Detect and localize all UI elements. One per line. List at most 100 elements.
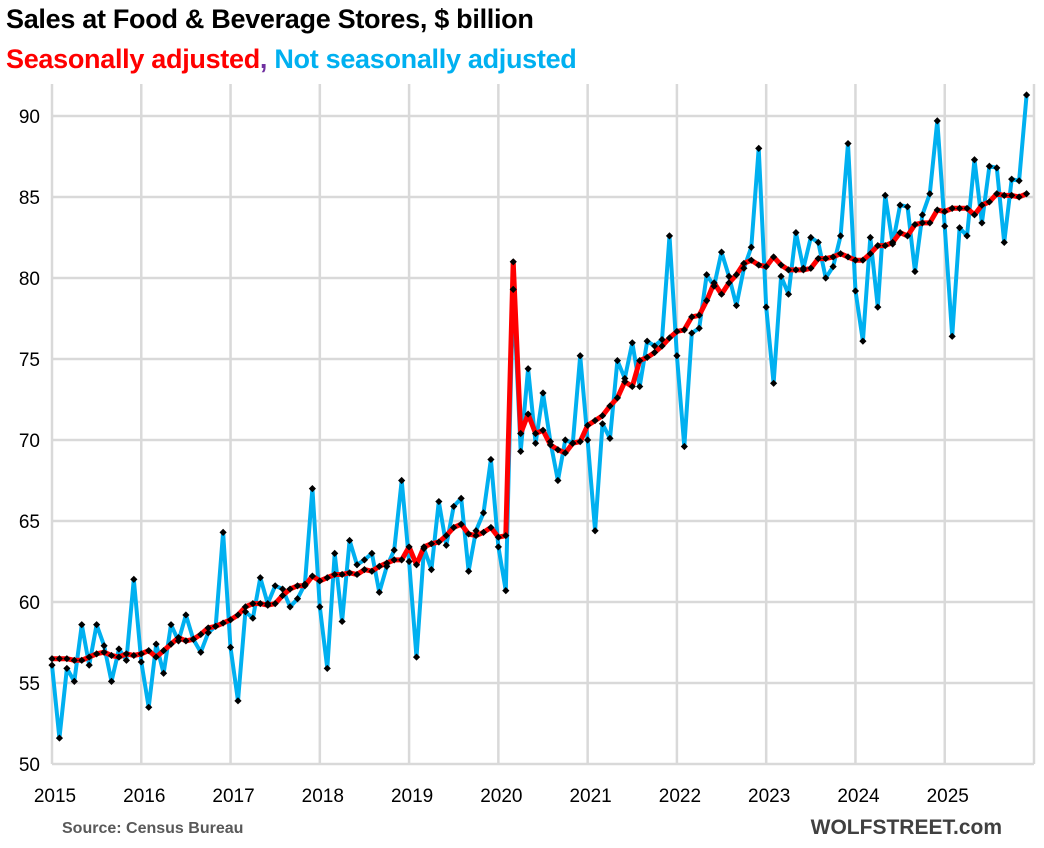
data-point-nsa — [695, 324, 703, 332]
data-point-sa — [710, 279, 718, 287]
data-point-sa — [256, 600, 264, 608]
data-point-sa — [643, 353, 651, 361]
data-point-sa — [836, 250, 845, 258]
legend-not-seasonally-adjusted: Not seasonally adjusted — [274, 44, 577, 74]
data-point-sa — [918, 219, 927, 227]
x-tick-label: 2015 — [34, 786, 76, 807]
data-point-nsa — [159, 669, 168, 677]
data-point-nsa — [792, 229, 800, 237]
data-point-nsa — [137, 658, 145, 666]
data-point-nsa — [598, 420, 607, 428]
data-point-nsa — [576, 352, 584, 360]
data-point-nsa — [70, 677, 78, 685]
data-point-sa — [591, 416, 599, 425]
data-point-nsa — [665, 232, 674, 240]
data-point-sa — [375, 562, 383, 570]
data-point-nsa — [970, 156, 979, 164]
data-point-nsa — [658, 335, 666, 344]
data-point-nsa — [472, 527, 480, 535]
data-point-sa — [107, 651, 116, 660]
data-point-nsa — [859, 337, 867, 345]
data-point-nsa — [450, 502, 458, 511]
data-point-nsa — [226, 643, 235, 651]
data-point-sa — [390, 556, 398, 564]
data-point-nsa — [1008, 175, 1016, 183]
data-point-nsa — [286, 603, 294, 611]
data-point-sa — [398, 556, 406, 564]
data-point-sa — [784, 266, 793, 274]
data-point-nsa — [204, 629, 212, 637]
data-point-sa — [249, 600, 257, 608]
data-point-sa — [472, 531, 480, 540]
data-point-sa — [524, 410, 532, 418]
data-point-nsa — [494, 543, 502, 551]
data-point-sa — [584, 421, 592, 430]
data-point-nsa — [628, 339, 636, 347]
data-point-sa — [680, 326, 688, 334]
data-point-nsa — [747, 243, 755, 251]
data-point-sa — [130, 651, 138, 660]
data-point-nsa — [985, 162, 993, 170]
data-point-nsa — [770, 379, 778, 387]
data-point-nsa — [903, 203, 912, 211]
data-point-nsa — [197, 648, 205, 656]
data-point-sa — [368, 567, 376, 575]
data-point-nsa — [293, 595, 302, 603]
data-point-sa — [903, 232, 912, 240]
data-point-nsa — [784, 290, 793, 298]
data-point-nsa — [688, 329, 696, 337]
data-point-sa — [866, 250, 874, 258]
data-point-sa — [412, 561, 421, 569]
data-point-sa — [1022, 190, 1031, 198]
x-tick-label: 2020 — [480, 786, 522, 807]
data-point-sa — [956, 204, 964, 212]
data-point-sa — [159, 647, 168, 655]
data-point-sa — [755, 261, 763, 269]
data-point-nsa — [643, 337, 651, 345]
data-point-sa — [531, 429, 540, 438]
series-lines — [50, 94, 1029, 741]
data-point-nsa — [717, 248, 726, 256]
data-point-sa — [353, 570, 361, 579]
data-point-nsa — [531, 439, 540, 447]
data-point-sa — [517, 429, 525, 438]
data-point-sa — [792, 266, 800, 274]
data-point-nsa — [398, 476, 406, 485]
data-point-nsa — [896, 201, 904, 209]
data-point-sa — [658, 342, 666, 350]
data-point-nsa — [308, 485, 316, 493]
data-point-sa — [717, 290, 726, 298]
data-point-sa — [279, 591, 287, 600]
data-point-nsa — [442, 541, 450, 549]
data-point-nsa — [107, 677, 116, 685]
data-point-nsa — [755, 144, 763, 152]
data-point-sa — [494, 533, 502, 541]
data-point-sa — [293, 582, 302, 590]
data-point-nsa — [926, 190, 934, 198]
y-tick-label: 60 — [19, 593, 40, 614]
data-point-nsa — [331, 549, 339, 557]
data-point-nsa — [844, 139, 852, 148]
data-point-nsa — [182, 611, 190, 619]
data-point-nsa — [881, 191, 889, 199]
data-point-sa — [316, 577, 324, 585]
data-point-sa — [479, 528, 488, 536]
data-point-nsa — [241, 608, 250, 616]
data-point-nsa — [427, 566, 436, 574]
data-point-sa — [881, 242, 889, 250]
data-point-sa — [226, 616, 235, 624]
y-tick-label: 90 — [19, 107, 40, 128]
data-point-sa — [598, 412, 607, 420]
data-point-nsa — [561, 436, 569, 444]
data-point-sa — [844, 253, 852, 261]
data-point-nsa — [323, 664, 331, 673]
data-point-sa — [859, 256, 867, 264]
x-tick-label: 2016 — [123, 786, 165, 807]
data-point-nsa — [703, 271, 711, 279]
x-tick-label: 2018 — [302, 786, 344, 807]
data-point-nsa — [85, 661, 93, 669]
data-point-sa — [621, 378, 629, 386]
data-point-sa — [926, 219, 934, 227]
data-point-nsa — [584, 436, 592, 444]
